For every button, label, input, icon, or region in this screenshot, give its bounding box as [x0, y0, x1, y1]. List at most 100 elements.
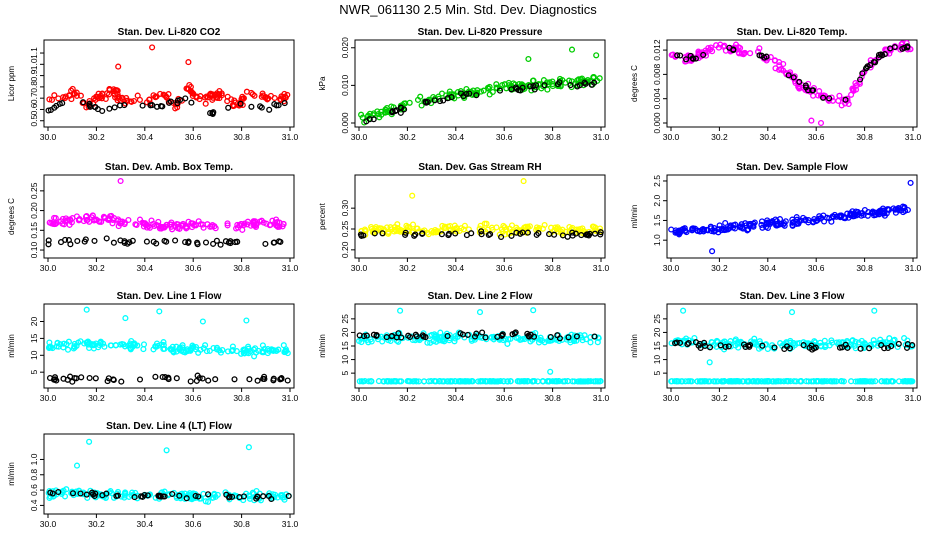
data-point-main: [158, 224, 165, 231]
data-point-baseline: [411, 378, 418, 385]
data-point-baseline: [838, 378, 846, 385]
data-point-main: [110, 88, 118, 95]
data-point-flagged: [161, 493, 168, 500]
data-point-main: [60, 344, 67, 351]
data-point-main: [425, 231, 432, 238]
data-point-flagged: [729, 224, 737, 231]
data-point-main: [65, 338, 72, 345]
outlier-point: [86, 438, 93, 445]
x-tick-label: 30.6: [496, 132, 513, 142]
chart-title: Stan. Dev. Amb. Box Temp.: [105, 162, 233, 173]
data-point-main: [284, 350, 291, 357]
data-point-main: [132, 221, 139, 228]
data-point-main: [753, 341, 760, 349]
data-point-baseline: [671, 378, 678, 385]
x-tick-label: 30.4: [137, 263, 154, 273]
data-point-main: [46, 96, 53, 103]
data-point-main: [771, 57, 779, 64]
data-point-flagged: [209, 110, 216, 118]
data-point-main: [190, 90, 197, 97]
data-point-flagged: [683, 56, 690, 63]
data-point-main: [202, 100, 209, 107]
data-point-flagged: [466, 90, 473, 97]
data-point-main: [71, 343, 78, 350]
data-point-flagged: [881, 345, 888, 352]
data-point-main: [549, 78, 556, 85]
data-point-main: [161, 345, 168, 352]
x-tick-label: 30.8: [544, 393, 561, 403]
data-point-baseline: [420, 378, 428, 385]
data-point-flagged: [165, 374, 172, 381]
data-point-flagged: [110, 376, 117, 384]
x-tick-label: 30.4: [448, 263, 465, 273]
data-point-main: [83, 212, 90, 220]
data-point-flagged: [136, 376, 144, 383]
data-point-main: [81, 340, 88, 347]
data-point-flagged: [471, 333, 479, 340]
data-point-baseline: [821, 378, 828, 385]
data-point-flagged: [444, 332, 451, 340]
data-point-main: [424, 339, 431, 346]
data-point-main: [780, 60, 787, 68]
x-tick-label: 30.2: [88, 132, 105, 142]
outlier-point: [593, 52, 600, 59]
data-point-main: [68, 219, 75, 226]
outlier-point: [520, 178, 527, 185]
data-point-flagged: [193, 377, 200, 384]
data-point-main: [60, 340, 68, 347]
data-point-flagged: [556, 79, 563, 86]
data-point-baseline: [895, 378, 903, 385]
data-point-flagged: [876, 207, 883, 214]
y-tick-label: 0.25: [29, 182, 39, 199]
data-point-main: [107, 342, 114, 349]
outlier-point: [568, 46, 576, 53]
data-point-flagged: [153, 240, 160, 247]
data-point-main: [176, 225, 183, 232]
data-point-main: [836, 92, 843, 99]
data-point-main: [438, 90, 446, 97]
data-point-flagged: [444, 95, 451, 102]
data-point-main: [592, 224, 599, 231]
outlier-point: [117, 177, 124, 185]
y-tick-label: 0.25: [340, 220, 350, 237]
data-point-flagged: [722, 343, 729, 350]
data-point-main: [101, 343, 108, 350]
data-point-main: [258, 93, 265, 100]
data-point-main: [77, 92, 84, 99]
data-point-main: [278, 93, 285, 100]
data-point-flagged: [174, 97, 181, 104]
data-point-flagged: [569, 229, 576, 236]
page-title: NWR_061130 2.5 Min. Std. Dev. Diagnostic…: [339, 2, 597, 17]
data-point-flagged: [248, 103, 255, 110]
data-point-flagged: [706, 344, 714, 351]
data-point-main: [722, 219, 729, 227]
x-tick-label: 30.4: [760, 263, 777, 273]
data-point-flagged: [697, 227, 704, 234]
data-point-baseline: [688, 378, 695, 385]
data-point-flagged: [225, 104, 232, 111]
plot-frame: [666, 174, 918, 259]
data-point-flagged: [143, 238, 150, 245]
data-point-main: [556, 75, 564, 82]
chart-title: Stan. Dev. Line 2 Flow: [428, 291, 533, 302]
data-point-main: [54, 339, 61, 346]
data-point-flagged: [56, 100, 63, 107]
y-tick-label: 0.6: [29, 484, 39, 496]
data-point-baseline: [734, 378, 741, 385]
data-point-main: [189, 342, 196, 349]
data-point-main: [397, 228, 404, 235]
outlier-point: [871, 307, 878, 314]
data-point-main: [379, 338, 386, 345]
data-point-flagged: [67, 241, 74, 248]
data-point-baseline: [534, 378, 541, 385]
y-tick-label: 0.012: [652, 39, 662, 61]
data-point-main: [695, 48, 702, 55]
x-tick-label: 30.8: [544, 263, 561, 273]
data-point-flagged: [759, 342, 766, 349]
y-tick-label: 0.010: [340, 74, 350, 96]
data-point-baseline: [889, 378, 896, 385]
data-point-baseline: [447, 378, 454, 385]
data-point-main: [479, 334, 486, 342]
chart-title: Stan. Dev. Gas Stream RH: [418, 162, 541, 173]
